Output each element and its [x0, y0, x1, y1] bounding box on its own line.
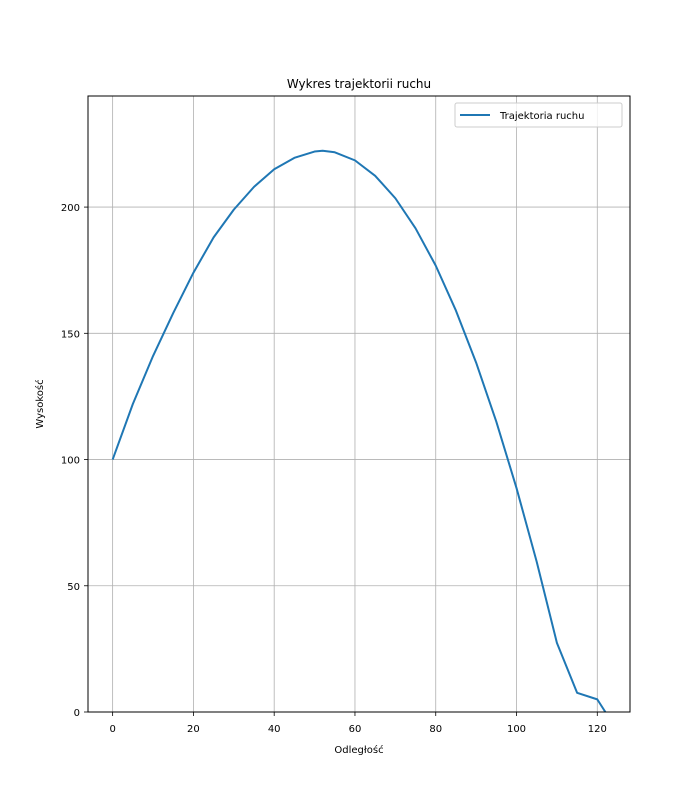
x-tick-label: 80: [429, 724, 442, 735]
legend-label: Trajektoria ruchu: [499, 111, 584, 122]
series-layer: [111, 149, 607, 713]
x-tick-label: 20: [187, 724, 200, 735]
x-tick-label: 120: [588, 724, 607, 735]
plot-area-frame: [87, 95, 631, 713]
legend-box: [454, 102, 623, 128]
x-tick-label: 100: [507, 724, 526, 735]
grid: [88, 96, 630, 713]
legend: Trajektoria ruchu: [454, 102, 623, 128]
y-tick-label: 0: [74, 708, 80, 719]
series-line: [111, 149, 607, 713]
y-axis-title: Wysokość: [34, 379, 46, 428]
y-tick-label: 200: [61, 203, 80, 214]
chart-title: Wykres trajektorii ruchu: [287, 77, 431, 91]
x-tick-label: 60: [349, 724, 362, 735]
x-tick-label: 40: [268, 724, 281, 735]
y-axis: 0 50 100 150 200: [61, 203, 88, 719]
x-axis: 0 20 40 60 80 100 120: [109, 712, 607, 735]
y-tick-label: 100: [61, 456, 80, 467]
y-tick-label: 150: [61, 329, 80, 340]
x-axis-title: Odległość: [334, 744, 383, 756]
y-tick-label: 50: [67, 582, 80, 593]
x-tick-label: 0: [109, 724, 115, 735]
